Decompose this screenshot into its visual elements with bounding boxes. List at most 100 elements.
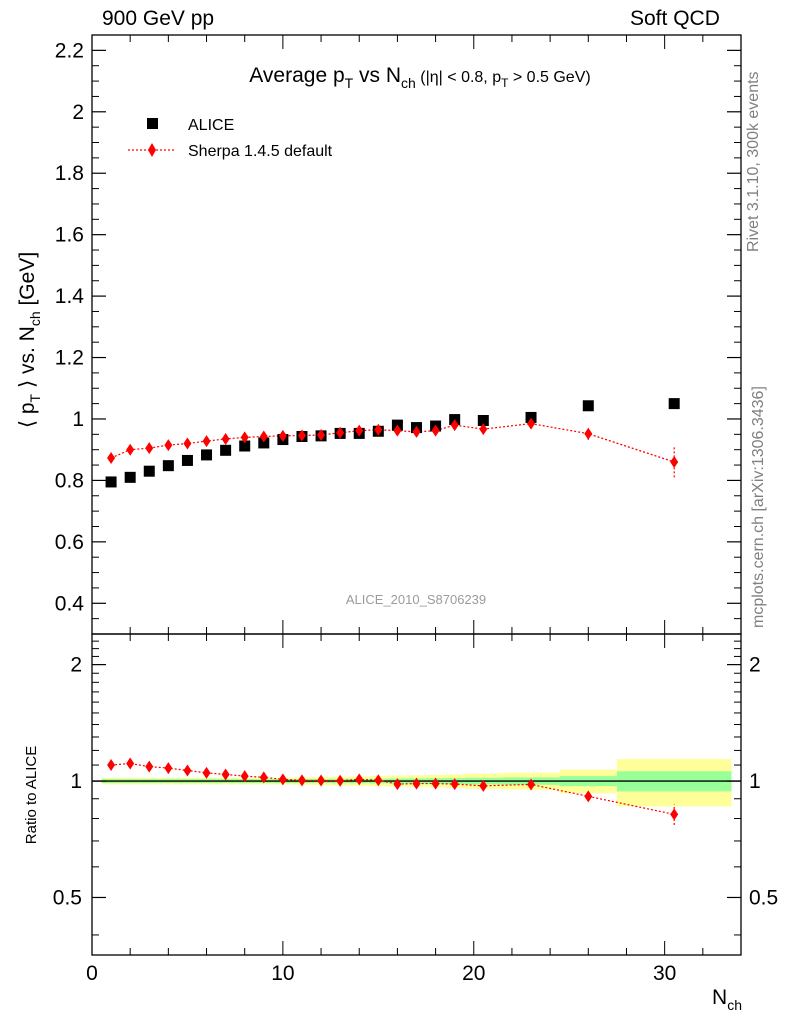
ratio-y-tick-label-right: 0.5 [749,886,778,909]
alice-point [201,449,213,461]
ratio-sherpa-point [221,768,230,781]
header-right-label: Soft QCD [630,7,720,30]
sherpa-point [240,431,249,444]
sherpa-point [202,435,211,448]
ratio-sherpa-point [355,773,364,786]
sherpa-point [126,443,135,456]
legend-marker-sherpa [148,143,156,157]
alice-point [143,465,155,477]
ratio-sherpa-point [164,762,173,775]
alice-point [239,440,251,452]
ratio-y-tick-label-right: 2 [749,654,761,677]
ratio-sherpa-point [145,760,154,773]
ratio-y-tick-label: 0.5 [53,886,82,909]
sherpa-point [107,451,116,464]
alice-point [258,437,270,449]
sherpa-point [317,428,326,441]
legend-label-alice: ALICE [188,117,234,134]
legend-marker-alice [147,118,158,129]
ratio-sherpa-point [126,757,135,770]
alice-point [477,415,489,427]
ratio-sherpa-point [259,771,268,784]
ratio-sherpa-point [240,770,249,783]
legend: ALICE Sherpa 1.4.5 default [128,117,333,160]
ratio-sherpa-point [374,774,383,787]
alice-point [220,444,232,456]
x-tick-label: 30 [653,962,676,985]
ratio-sherpa-point [336,774,345,787]
ratio-y-tick-label: 1 [70,770,82,793]
main-y-tick-label: 0.8 [55,469,84,492]
main-y-tick-label: 0.6 [55,531,84,554]
ratio-sherpa-point [584,790,593,803]
ratio-sherpa-point [431,777,440,790]
x-axis-label: Nch [712,986,742,1013]
ratio-sherpa-point [527,778,536,791]
ratio-panel: 0.5 0.5 1 1 2 2 0 10 20 30 Ratio to ALICE Nch [23,633,778,1013]
alice-point [162,460,174,472]
sherpa-point [412,425,421,438]
sherpa-point [164,439,173,452]
ratio-sherpa-point [670,808,679,821]
sherpa-point [670,455,679,468]
ratio-sherpa-point [107,759,116,772]
main-y-tick-label: 0.4 [55,592,85,615]
alice-point [181,454,193,466]
main-series-layer [105,398,680,488]
sherpa-point [431,424,440,437]
sherpa-point [584,427,593,440]
ratio-plot-frame [91,633,742,956]
x-tick-label: 0 [86,962,98,985]
sherpa-point [450,419,459,432]
ratio-sherpa-point [412,777,421,790]
alice-point [582,400,594,412]
ratio-y-tick-label: 2 [70,654,82,677]
ratio-sherpa-point [297,774,306,787]
sherpa-point [278,429,287,442]
ratio-sherpa-point [479,779,488,792]
sherpa-point [145,442,154,455]
sherpa-point [374,423,383,436]
ratio-sherpa-point [393,778,402,791]
alice-point [124,471,136,483]
legend-label-sherpa: Sherpa 1.4.5 default [188,143,333,160]
ratio-series-layer [107,757,679,825]
main-y-axis-label: ⟨ pT ⟩ vs. Nch [GeV] [16,252,43,428]
sherpa-point [183,437,192,450]
ratio-sherpa-point [278,773,287,786]
sherpa-point [221,432,230,445]
sherpa-point [259,430,268,443]
sherpa-point [355,424,364,437]
x-tick-label: 20 [462,962,485,985]
alice-point [525,411,537,423]
x-axis: 0 10 20 30 [86,634,742,985]
plot-title: Average pT vs Nch (|η| < 0.8, pT > 0.5 G… [249,64,590,91]
main-y-tick-label: 2 [72,101,84,124]
ratio-sherpa-point [450,778,459,791]
main-y-tick-label: 1.2 [55,347,84,370]
alice-point [105,476,117,488]
main-y-tick-label: 1.6 [55,224,84,247]
ratio-sherpa-point [202,766,211,779]
header-left-label: 900 GeV pp [102,7,215,30]
ratio-y-tick-label-right: 1 [749,770,761,793]
ratio-y-axis: 0.5 0.5 1 1 2 2 [53,640,778,936]
analysis-watermark: ALICE_2010_S8706239 [346,592,486,607]
ratio-sherpa-point [183,764,192,777]
alice-point [668,398,680,410]
sherpa-point [336,426,345,439]
ratio-y-axis-label: Ratio to ALICE [23,746,40,844]
sherpa-point [393,424,402,437]
main-y-axis: 0.4 0.6 0.8 1 1.2 1.4 1.6 1.8 2 2.2 [55,34,742,634]
sherpa-point [297,429,306,442]
main-panel: Average pT vs Nch (|η| < 0.8, pT > 0.5 G… [16,34,742,635]
main-y-tick-label: 1.8 [55,162,84,185]
ratio-sherpa-point [317,774,326,787]
x-tick-label: 10 [271,962,294,985]
main-y-tick-label: 2.2 [55,39,84,62]
sherpa-point [479,423,488,436]
sherpa-point [527,417,536,430]
main-y-tick-label: 1.4 [55,285,85,308]
main-y-tick-label: 1 [72,408,84,431]
